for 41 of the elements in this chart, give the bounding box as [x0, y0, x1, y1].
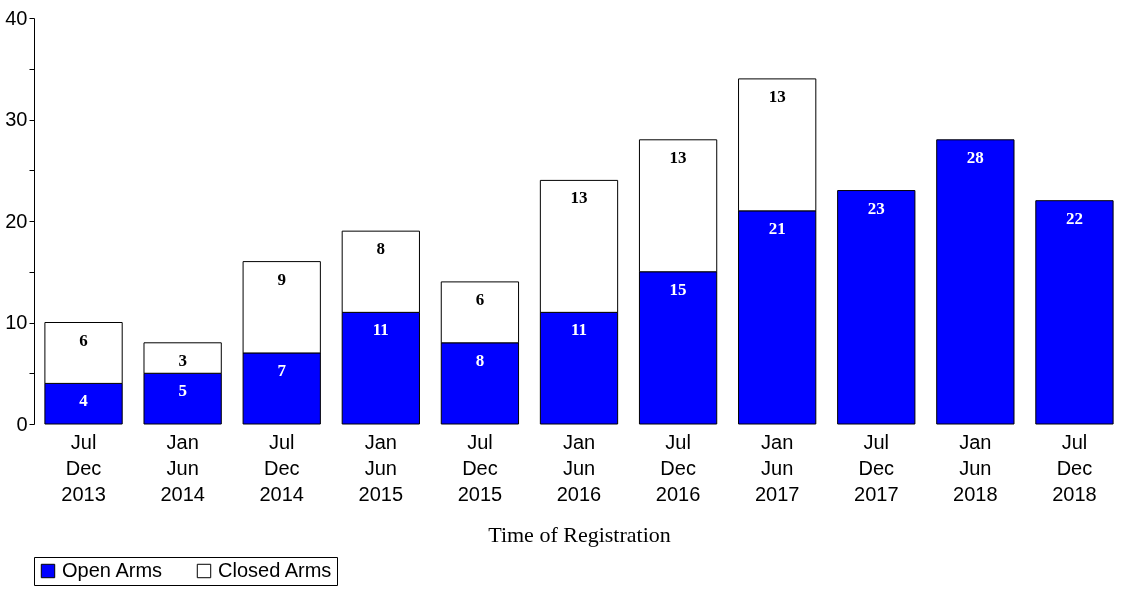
data-label: 13 — [570, 188, 588, 208]
data-label: 23 — [867, 198, 885, 218]
x-tick-label: Jul Dec 2018 — [1052, 430, 1097, 505]
data-label: 7 — [277, 360, 287, 380]
x-tick-label: Jan Jun 2017 — [754, 430, 800, 505]
y-tick-label: 20 — [5, 209, 28, 232]
x-tick-label: Jan Jun 2016 — [556, 430, 602, 505]
data-label: 15 — [669, 279, 687, 299]
y-tick-label: 10 — [5, 311, 28, 333]
data-label: 9 — [277, 269, 286, 289]
data-label: 28 — [966, 147, 984, 167]
x-tick-label: Jul Dec 2017 — [854, 430, 899, 505]
data-label: 5 — [178, 381, 187, 401]
data-label: 13 — [669, 147, 687, 167]
y-tick-label: 30 — [5, 108, 28, 130]
legend-label: Open Arms — [62, 559, 163, 581]
data-label: 13 — [768, 86, 786, 106]
x-tick-label: Jul Dec 2016 — [655, 430, 701, 505]
data-label: 21 — [768, 218, 786, 238]
x-tick-label: Jan Jun 2015 — [358, 430, 404, 505]
data-label: 8 — [376, 239, 386, 259]
x-tick-label: Jan Jun 2018 — [953, 430, 998, 505]
data-label: 8 — [475, 350, 485, 370]
data-label: 4 — [79, 391, 89, 411]
data-label: 11 — [372, 320, 389, 340]
data-label: 3 — [178, 350, 187, 370]
y-tick-label: 0 — [16, 412, 28, 435]
bar — [936, 139, 1015, 425]
x-tick-label: Jul Dec 2015 — [457, 430, 503, 505]
bar — [1035, 200, 1114, 425]
x-tick-label: Jan Jun 2014 — [160, 430, 205, 505]
x-tick-label: Jul Dec 2014 — [259, 430, 304, 505]
data-label: 6 — [475, 289, 485, 309]
x-tick-label: Jul Dec 2013 — [61, 430, 106, 505]
data-label: 6 — [79, 330, 88, 350]
data-label: 11 — [570, 320, 588, 340]
y-tick-label: 40 — [5, 6, 28, 29]
legend-label: Closed Arms — [218, 559, 332, 581]
x-axis-title: Time of Registration — [488, 521, 671, 547]
data-label: 22 — [1065, 208, 1083, 228]
bar — [837, 190, 916, 425]
